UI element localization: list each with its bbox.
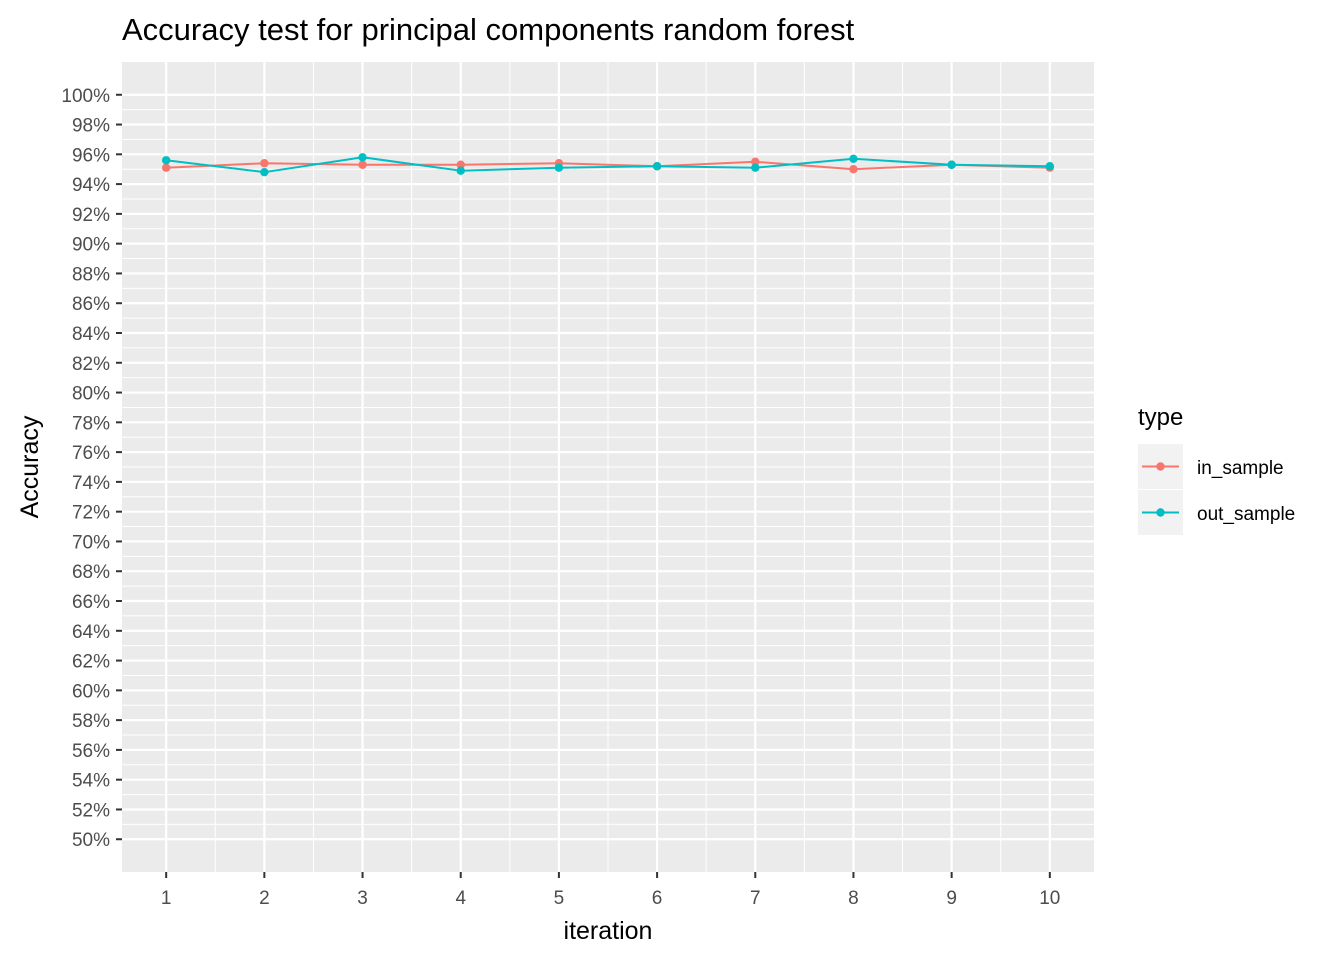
data-point [1045,162,1055,171]
y-tick-label: 68% [72,562,110,583]
x-tick-label: 6 [652,888,663,909]
data-point [751,157,760,166]
y-tick-label: 80% [72,384,110,405]
y-tick-label: 92% [72,205,110,226]
y-tick-label: 90% [72,235,110,256]
y-tick-label: 52% [72,800,110,821]
y-tick-label: 76% [72,443,110,464]
legend-item-out-sample: out_sample [1138,490,1295,535]
y-tick-label: 74% [72,473,110,494]
legend-key-point [1156,462,1165,471]
y-tick-label: 64% [72,622,110,643]
y-tick-label: 58% [72,711,110,732]
x-tick-label: 9 [946,888,957,909]
y-tick-label: 72% [72,503,110,524]
x-tick-label: 7 [750,888,761,909]
series-line [166,156,1050,174]
x-tick-label: 10 [1039,888,1060,909]
x-axis-title: iteration [564,917,653,945]
series-layer [161,153,1055,177]
y-tick-label: 66% [72,592,110,613]
y-tick-label: 84% [72,324,110,345]
data-point [358,160,367,169]
y-tick-label: 50% [72,830,110,851]
data-point [161,156,171,165]
x-tick-label: 2 [259,888,270,909]
legend-title: type [1138,404,1183,431]
data-point [947,160,956,169]
x-tick-label: 1 [161,888,172,909]
data-point [554,163,564,172]
y-tick-label: 56% [72,741,110,762]
legend-item-in-sample: in_sample [1138,444,1284,489]
data-point [456,160,465,169]
y-tick-label: 88% [72,264,110,285]
y-tick-label: 54% [72,771,110,792]
y-tick-label: 100% [61,86,110,107]
x-tick-label: 3 [357,888,368,909]
axes: 50% 52% 54% 56% 58% 60% 62% 64% 66% 68% 70% 72% 74% 7… [61,86,1060,909]
y-tick-label: 94% [72,175,110,196]
y-tick-label: 82% [72,354,110,375]
y-tick-label: 96% [72,145,110,166]
x-tick-label: 8 [848,888,859,909]
legend-label: in_sample [1197,458,1284,479]
y-tick-label: 86% [72,294,110,315]
legend-label: out_sample [1197,504,1295,525]
y-tick-label: 62% [72,652,110,673]
y-tick-label: 98% [72,116,110,137]
data-point [161,163,171,172]
data-point [260,167,269,177]
y-axis-title: Accuracy [16,415,44,518]
data-point [849,154,858,163]
x-tick-label: 4 [455,888,466,909]
legend: type in_sample out_sample [1138,404,1295,535]
data-point [652,162,662,171]
series-out-sample [161,153,1055,177]
data-point [358,153,367,162]
data-point [456,166,465,175]
data-point [751,163,760,172]
y-tick-label: 78% [72,413,110,434]
x-tick-label: 5 [554,888,565,909]
data-point [849,165,858,174]
gridlines [122,62,1094,872]
y-tick-label: 60% [72,681,110,702]
chart-title: Accuracy test for principal components r… [122,12,855,47]
legend-key-point [1156,508,1165,517]
data-point [260,159,269,168]
y-tick-label: 70% [72,532,110,553]
